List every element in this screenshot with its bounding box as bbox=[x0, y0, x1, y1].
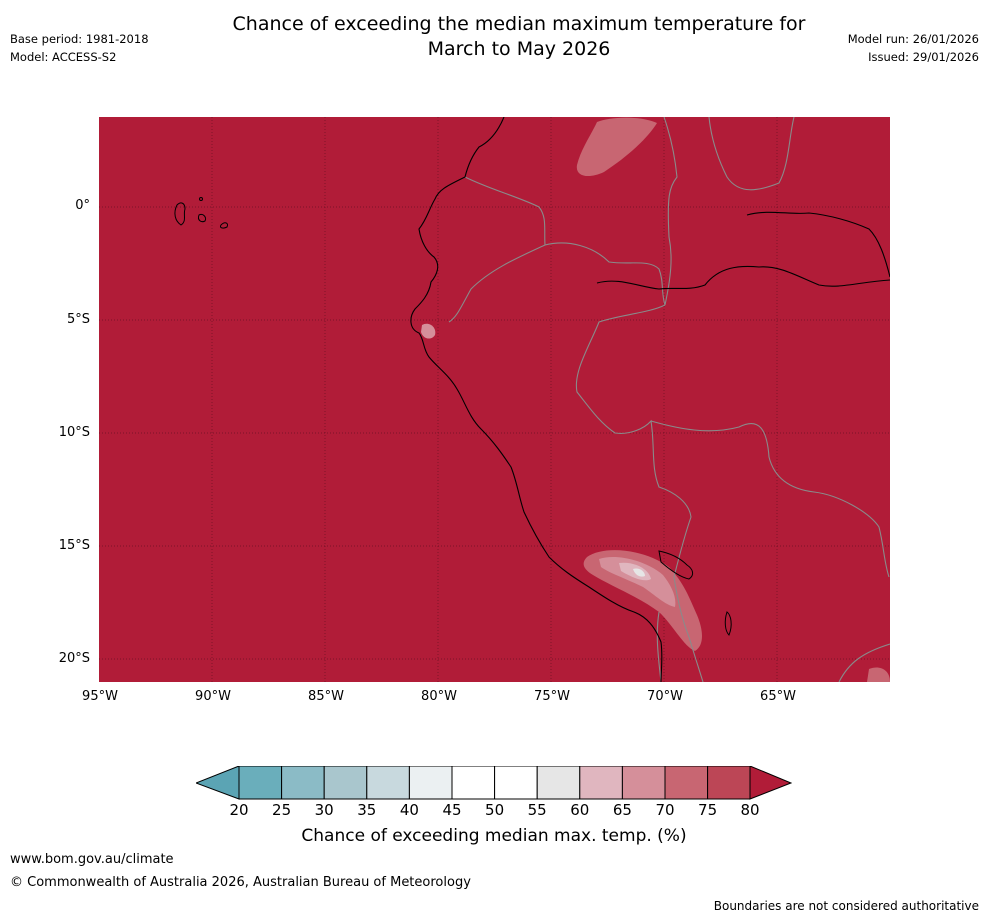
graticule bbox=[99, 117, 890, 682]
lon-label-95w: 95°W bbox=[82, 689, 118, 704]
patch-south-mid bbox=[599, 556, 676, 607]
disclaimer-text: Boundaries are not considered authoritat… bbox=[713, 899, 979, 913]
border-colombia-ecuador bbox=[448, 176, 546, 323]
cb-tick-80: 80 bbox=[740, 801, 760, 819]
map-title: Chance of exceeding the median maximum t… bbox=[0, 12, 988, 62]
cb-bin-25-30 bbox=[281, 765, 325, 800]
lon-label-75w: 75°W bbox=[534, 689, 570, 704]
cb-bin-45-50 bbox=[451, 765, 496, 800]
cb-tick-60: 60 bbox=[570, 801, 590, 819]
island-santa-cruz bbox=[198, 214, 206, 223]
cb-bin-30-35 bbox=[323, 765, 368, 800]
border-peru-bolivia bbox=[673, 576, 704, 683]
coastline bbox=[410, 116, 891, 683]
country-borders bbox=[448, 116, 891, 683]
lon-label-90w: 90°W bbox=[195, 689, 231, 704]
cb-tick-35: 35 bbox=[357, 801, 377, 819]
lat-label-15s: 15°S bbox=[58, 538, 90, 553]
model-run: Model run: 26/01/2026 bbox=[847, 32, 979, 46]
patch-ecuador bbox=[421, 323, 436, 339]
patch-south-core bbox=[633, 568, 645, 577]
cb-tick-55: 55 bbox=[527, 801, 547, 819]
cb-tick-65: 65 bbox=[612, 801, 632, 819]
lon-label-70w: 70°W bbox=[647, 689, 683, 704]
border-brazil-bolivia bbox=[650, 420, 890, 578]
lat-label-10s: 10°S bbox=[58, 425, 90, 440]
cb-bin-50-55 bbox=[494, 765, 538, 800]
cb-tick-45: 45 bbox=[442, 801, 462, 819]
forecast-map bbox=[99, 116, 891, 683]
cb-tick-50: 50 bbox=[485, 801, 505, 819]
cb-bin-75-80 bbox=[707, 765, 751, 800]
island-small bbox=[199, 197, 203, 201]
issued-date: Issued: 29/01/2026 bbox=[868, 50, 979, 64]
colorbar bbox=[194, 765, 793, 802]
border-paraguay bbox=[838, 643, 891, 683]
cb-arrow-high bbox=[749, 765, 793, 800]
island-isabela bbox=[174, 202, 186, 226]
lat-label-5s: 5°S bbox=[66, 312, 90, 327]
border-chile-bolivia bbox=[656, 611, 662, 683]
cb-bin-55-60 bbox=[536, 765, 581, 800]
border-peru-brazil bbox=[575, 304, 692, 578]
cb-tick-40: 40 bbox=[399, 801, 419, 819]
colorbar-label: Chance of exceeding median max. temp. (%… bbox=[301, 826, 687, 846]
lon-label-80w: 80°W bbox=[421, 689, 457, 704]
island-san-cristobal bbox=[220, 222, 228, 229]
coast-pacific bbox=[410, 116, 663, 683]
base-period: Base period: 1981-2018 bbox=[10, 32, 149, 46]
cb-bin-35-40 bbox=[366, 765, 410, 800]
cb-arrow-low bbox=[194, 765, 240, 800]
border-colombia-peru bbox=[544, 242, 666, 306]
cb-tick-20: 20 bbox=[229, 801, 249, 819]
cb-bin-60-65 bbox=[579, 765, 623, 800]
lon-label-85w: 85°W bbox=[308, 689, 344, 704]
patch-south-outer bbox=[583, 550, 702, 651]
model-name: Model: ACCESS-S2 bbox=[10, 50, 117, 64]
cb-tick-70: 70 bbox=[655, 801, 675, 819]
lon-label-65w: 65°W bbox=[760, 689, 796, 704]
cb-bin-40-45 bbox=[408, 765, 453, 800]
border-venezuela-guyana bbox=[708, 116, 795, 191]
lake-titicaca bbox=[658, 550, 694, 580]
cb-bin-65-70 bbox=[621, 765, 666, 800]
colorbar-svg bbox=[194, 765, 793, 800]
meta-right: Model run: 26/01/2026 Issued: 29/01/2026 bbox=[848, 30, 979, 66]
title-line-2: March to May 2026 bbox=[427, 38, 611, 60]
title-line-1: Chance of exceeding the median maximum t… bbox=[232, 13, 806, 35]
cb-tick-75: 75 bbox=[698, 801, 718, 819]
patch-southeast bbox=[867, 667, 890, 682]
map-svg bbox=[99, 116, 891, 683]
meta-left: Base period: 1981-2018 Model: ACCESS-S2 bbox=[10, 30, 149, 66]
coast-caribbean bbox=[746, 211, 891, 278]
cb-tick-30: 30 bbox=[314, 801, 334, 819]
lake-poopo bbox=[724, 611, 732, 636]
border-colombia-venezuela bbox=[663, 116, 678, 306]
lat-label-0: 0° bbox=[75, 198, 90, 213]
patch-north bbox=[576, 117, 657, 177]
galapagos-islands bbox=[174, 197, 228, 229]
map-background bbox=[99, 117, 890, 682]
cb-bin-70-75 bbox=[664, 765, 709, 800]
cb-bin-20-25 bbox=[238, 765, 283, 800]
cb-tick-25: 25 bbox=[272, 801, 292, 819]
copyright-text: © Commonwealth of Australia 2026, Austra… bbox=[10, 875, 471, 890]
website-link[interactable]: www.bom.gov.au/climate bbox=[10, 852, 174, 867]
lat-label-20s: 20°S bbox=[58, 651, 90, 666]
coast-orinoco bbox=[596, 265, 891, 290]
lakes bbox=[658, 550, 732, 636]
